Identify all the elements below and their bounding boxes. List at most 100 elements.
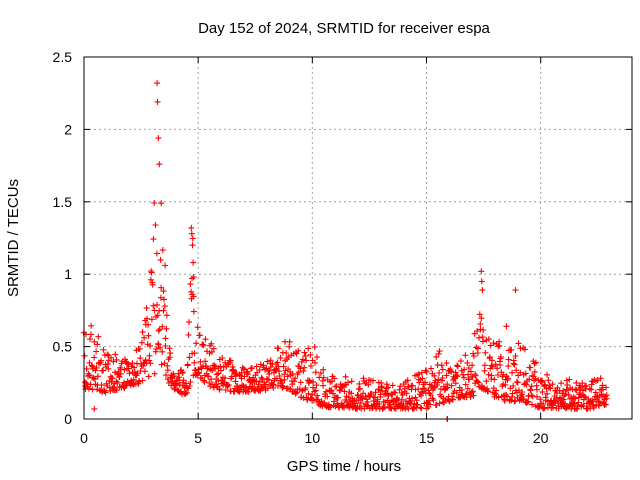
data-point <box>189 242 196 249</box>
data-point <box>191 350 198 357</box>
data-point <box>147 276 154 283</box>
data-point <box>544 371 551 378</box>
data-point <box>211 362 218 369</box>
data-point <box>464 385 471 392</box>
data-point <box>495 372 501 378</box>
data-point <box>558 380 565 387</box>
data-point <box>158 361 165 368</box>
data-point <box>421 386 428 393</box>
data-point <box>175 370 182 377</box>
data-point <box>372 389 379 396</box>
data-point <box>375 386 382 393</box>
data-point <box>401 385 408 392</box>
data-point <box>183 389 190 396</box>
data-point <box>148 269 155 276</box>
data-point <box>131 364 138 371</box>
data-point <box>537 396 544 403</box>
grid-lines <box>84 57 632 419</box>
data-point <box>307 351 314 358</box>
data-point <box>454 363 461 370</box>
data-point <box>307 362 314 369</box>
data-point <box>222 375 228 382</box>
data-point <box>114 379 121 386</box>
data-point <box>163 312 170 319</box>
data-point <box>248 365 255 372</box>
data-point <box>374 396 381 403</box>
data-point <box>392 389 399 396</box>
data-point <box>148 316 155 323</box>
data-point <box>524 399 531 406</box>
data-point <box>483 378 490 385</box>
data-point <box>514 379 521 386</box>
data-point <box>356 380 363 387</box>
data-point <box>184 361 191 368</box>
data-point <box>461 366 468 373</box>
data-point <box>320 382 327 389</box>
data-point <box>266 367 273 374</box>
data-point <box>384 390 391 397</box>
data-point <box>480 327 487 333</box>
data-point <box>602 401 609 408</box>
x-tick-label: 5 <box>194 430 202 446</box>
data-point <box>357 400 364 407</box>
data-point <box>98 357 105 364</box>
data-point <box>157 256 164 263</box>
data-point <box>93 364 100 371</box>
data-point <box>345 394 352 401</box>
data-point <box>94 341 101 348</box>
data-point <box>286 338 293 345</box>
data-point <box>194 324 201 331</box>
data-point <box>139 329 146 336</box>
data-point <box>155 327 162 334</box>
data-point <box>276 373 283 379</box>
data-point <box>581 383 588 390</box>
data-point <box>324 393 331 400</box>
data-point <box>305 390 312 397</box>
data-point <box>335 394 341 401</box>
data-point <box>126 370 133 377</box>
data-point <box>330 390 336 397</box>
data-point <box>510 357 517 364</box>
x-tick-label: 20 <box>533 430 549 446</box>
data-point <box>383 381 390 388</box>
data-point <box>489 357 495 364</box>
data-point <box>540 405 547 412</box>
data-point <box>275 345 282 352</box>
data-point <box>341 388 348 395</box>
data-point <box>151 200 158 206</box>
data-point <box>512 287 519 294</box>
data-point <box>193 340 200 347</box>
data-point <box>422 367 429 374</box>
data-point <box>564 381 571 388</box>
data-point <box>542 381 549 388</box>
data-point <box>393 396 400 403</box>
data-point <box>158 200 165 207</box>
data-point <box>270 381 277 388</box>
data-point <box>539 377 546 384</box>
data-point <box>191 359 198 366</box>
data-point <box>580 403 587 409</box>
data-point <box>297 379 304 386</box>
data-point <box>348 390 355 397</box>
data-point <box>496 342 503 349</box>
data-point <box>582 394 589 401</box>
data-point <box>245 388 252 395</box>
data-point <box>330 398 337 405</box>
data-point <box>274 359 281 366</box>
data-point <box>210 384 217 391</box>
data-point <box>505 363 512 370</box>
data-point <box>481 362 488 369</box>
data-point <box>150 236 157 243</box>
data-point <box>88 362 95 369</box>
data-point <box>357 385 363 392</box>
data-point <box>478 278 485 285</box>
data-point <box>157 344 164 351</box>
data-point <box>160 307 167 314</box>
data-point <box>462 381 469 388</box>
data-point <box>178 388 184 395</box>
data-point <box>422 379 429 386</box>
data-point <box>154 312 161 319</box>
data-point <box>293 389 300 396</box>
data-point <box>399 405 406 412</box>
